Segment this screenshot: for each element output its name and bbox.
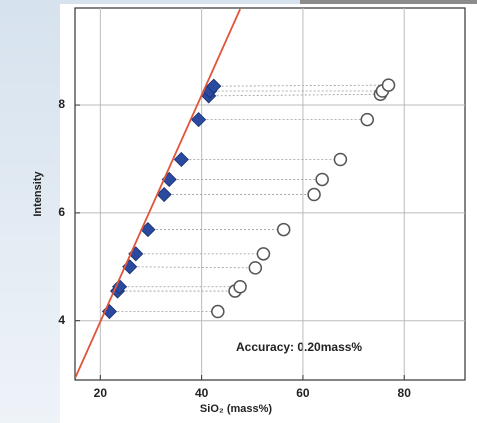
x-axis-label: SiO₂ (mass%) [200, 403, 272, 415]
circle-point [211, 304, 225, 319]
diamond-point [191, 112, 207, 128]
circle-point [248, 261, 263, 275]
y-tick-label: 6 [58, 205, 65, 219]
circle-point [360, 112, 374, 127]
plot-frame [74, 7, 466, 381]
fit-line [75, 8, 241, 379]
circle-point [333, 152, 348, 167]
y-axis-label: Intensity [32, 171, 44, 217]
annotation: Accuracy: 0.20mass% [236, 340, 362, 354]
diamond-point [156, 186, 172, 203]
pair-connector [129, 266, 256, 269]
pair-connector [213, 84, 389, 87]
circle-point [315, 172, 329, 187]
circle-point [276, 222, 291, 237]
x-tick-label: 60 [296, 386, 310, 400]
pair-connector [208, 93, 381, 97]
y-tick-label: 4 [58, 313, 65, 327]
x-tick-label: 40 [195, 386, 209, 400]
circle-point [307, 187, 321, 202]
diamond-point [173, 151, 189, 168]
circle-point [381, 78, 396, 92]
circle-point [256, 247, 271, 261]
y-tick-label: 8 [58, 97, 65, 111]
diamond-point [206, 78, 222, 94]
x-tick-label: 20 [94, 386, 108, 400]
diamond-point [112, 279, 128, 295]
circle-point [233, 279, 247, 294]
x-tick-label: 80 [398, 386, 412, 400]
